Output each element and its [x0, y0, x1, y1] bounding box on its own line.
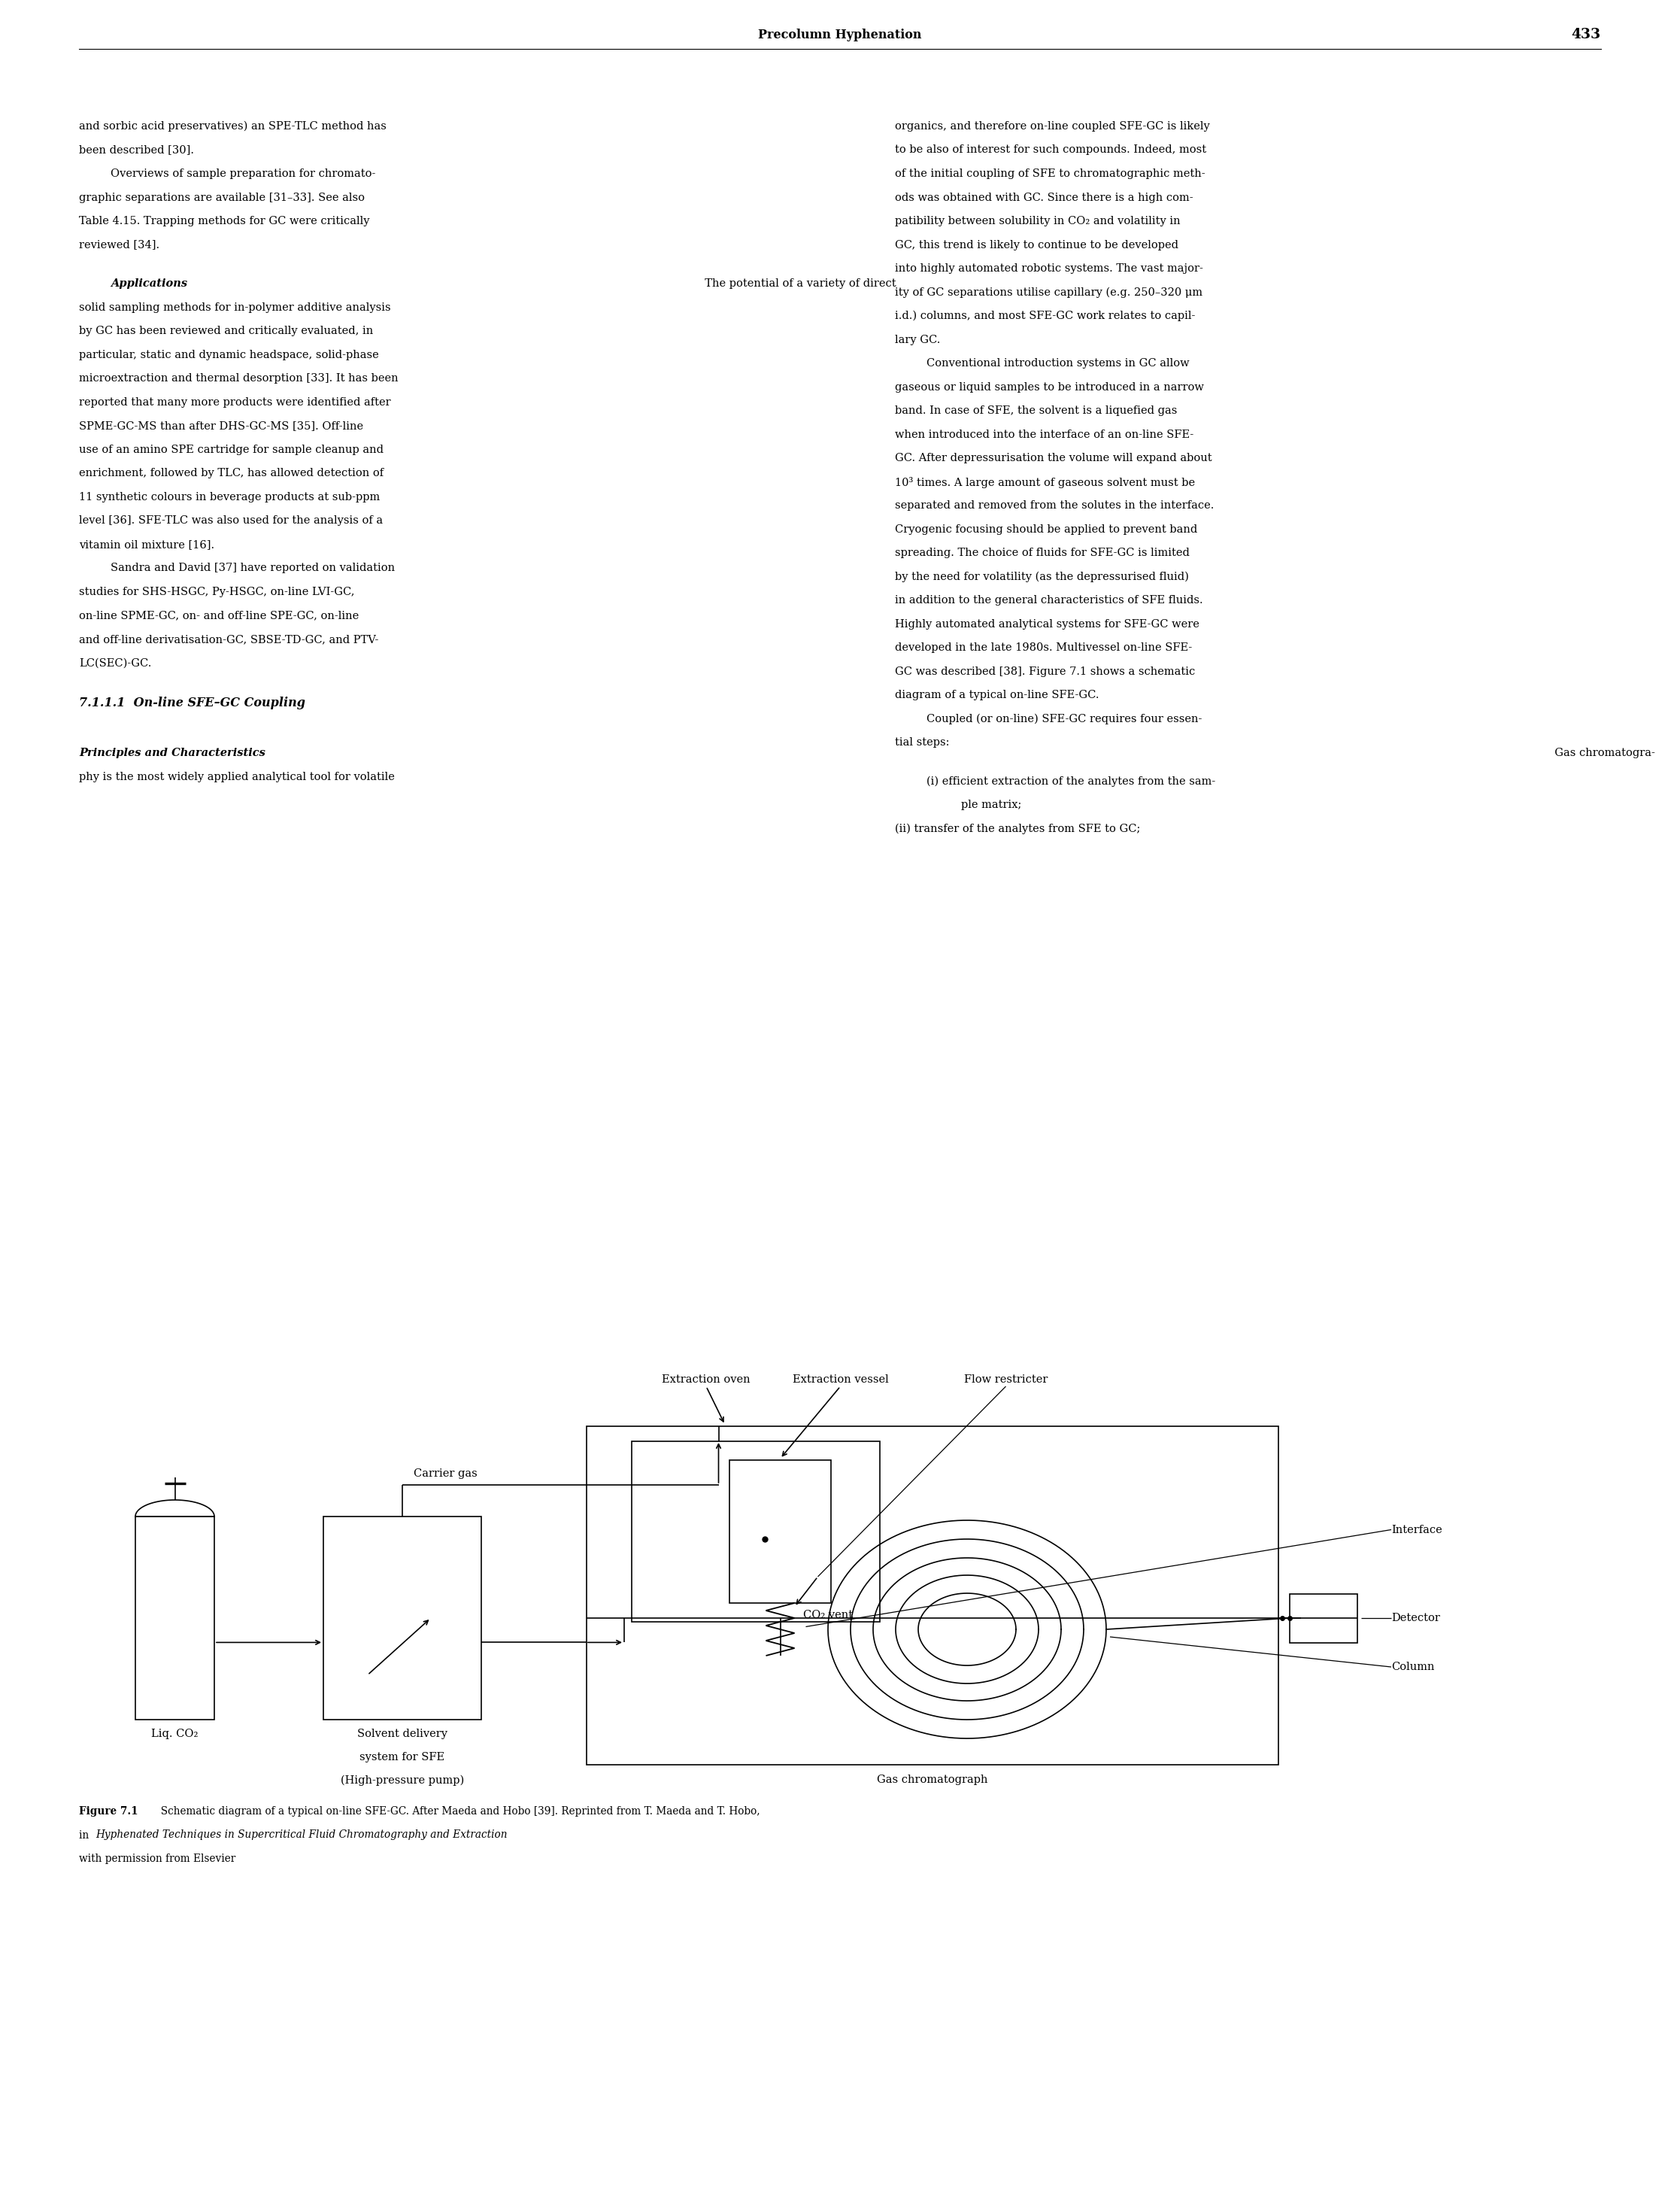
Text: when introduced into the interface of an on-line SFE-: when introduced into the interface of an…: [895, 428, 1193, 439]
Text: Table 4.15. Trapping methods for GC were critically: Table 4.15. Trapping methods for GC were…: [79, 216, 370, 227]
Text: ods was obtained with GC. Since there is a high com-: ods was obtained with GC. Since there is…: [895, 192, 1193, 203]
Text: Coupled (or on-line) SFE-GC requires four essen-: Coupled (or on-line) SFE-GC requires fou…: [926, 713, 1201, 724]
Text: in addition to the general characteristics of SFE fluids.: in addition to the general characteristi…: [895, 595, 1203, 606]
Text: reviewed [34].: reviewed [34].: [79, 240, 160, 249]
Text: microextraction and thermal desorption [33]. It has been: microextraction and thermal desorption […: [79, 374, 398, 385]
Text: 433: 433: [1571, 28, 1601, 42]
Text: Highly automated analytical systems for SFE-GC were: Highly automated analytical systems for …: [895, 619, 1200, 630]
Text: 10³ times. A large amount of gaseous solvent must be: 10³ times. A large amount of gaseous sol…: [895, 477, 1194, 487]
Text: to be also of interest for such compounds. Indeed, most: to be also of interest for such compound…: [895, 144, 1206, 155]
Text: solid sampling methods for in-polymer additive analysis: solid sampling methods for in-polymer ad…: [79, 302, 391, 313]
Text: 11 synthetic colours in beverage products at sub-ppm: 11 synthetic colours in beverage product…: [79, 492, 380, 503]
Text: SPME-GC-MS than after DHS-GC-MS [35]. Off-line: SPME-GC-MS than after DHS-GC-MS [35]. Of…: [79, 422, 363, 431]
Bar: [632, 1441, 880, 1622]
Text: enrichment, followed by TLC, has allowed detection of: enrichment, followed by TLC, has allowed…: [79, 468, 383, 479]
Text: 7.1.1.1  On-line SFE–GC Coupling: 7.1.1.1 On-line SFE–GC Coupling: [79, 697, 306, 710]
Text: patibility between solubility in CO₂ and volatility in: patibility between solubility in CO₂ and…: [895, 216, 1181, 227]
Text: on-line SPME-GC, on- and off-line SPE-GC, on-line: on-line SPME-GC, on- and off-line SPE-GC…: [79, 610, 360, 621]
Text: Interface: Interface: [1391, 1524, 1441, 1535]
Text: Column: Column: [1391, 1661, 1435, 1672]
Text: i.d.) columns, and most SFE-GC work relates to capil-: i.d.) columns, and most SFE-GC work rela…: [895, 310, 1194, 321]
Text: phy is the most widely applied analytical tool for volatile: phy is the most widely applied analytica…: [79, 772, 395, 783]
Text: developed in the late 1980s. Multivessel on-line SFE-: developed in the late 1980s. Multivessel…: [895, 643, 1193, 654]
Text: GC was described [38]. Figure 7.1 shows a schematic: GC was described [38]. Figure 7.1 shows …: [895, 667, 1194, 678]
Text: with permission from Elsevier: with permission from Elsevier: [79, 1854, 235, 1865]
Text: Hyphenated Techniques in Supercritical Fluid Chromatography and Extraction: Hyphenated Techniques in Supercritical F…: [96, 1830, 507, 1841]
Text: Extraction oven: Extraction oven: [662, 1375, 751, 1386]
Text: studies for SHS-HSGC, Py-HSGC, on-line LVI-GC,: studies for SHS-HSGC, Py-HSGC, on-line L…: [79, 586, 354, 597]
Bar: [729, 1460, 832, 1602]
Text: Conventional introduction systems in GC allow: Conventional introduction systems in GC …: [926, 359, 1189, 369]
Bar: [323, 1517, 480, 1720]
Text: GC. After depressurisation the volume will expand about: GC. After depressurisation the volume wi…: [895, 453, 1211, 463]
Text: lary GC.: lary GC.: [895, 334, 941, 345]
Text: gaseous or liquid samples to be introduced in a narrow: gaseous or liquid samples to be introduc…: [895, 383, 1205, 391]
Text: by GC has been reviewed and critically evaluated, in: by GC has been reviewed and critically e…: [79, 326, 373, 337]
Text: level [36]. SFE-TLC was also used for the analysis of a: level [36]. SFE-TLC was also used for th…: [79, 516, 383, 527]
Text: particular, static and dynamic headspace, solid-phase: particular, static and dynamic headspace…: [79, 350, 378, 361]
Text: vitamin oil mixture [16].: vitamin oil mixture [16].: [79, 540, 215, 551]
Text: diagram of a typical on-line SFE-GC.: diagram of a typical on-line SFE-GC.: [895, 691, 1099, 700]
Bar: [1290, 1594, 1357, 1642]
Text: Applications: Applications: [111, 278, 188, 289]
Text: (i) efficient extraction of the analytes from the sam-: (i) efficient extraction of the analytes…: [926, 776, 1215, 787]
Text: Extraction vessel: Extraction vessel: [793, 1375, 889, 1386]
Text: (High-pressure pump): (High-pressure pump): [341, 1775, 464, 1786]
Text: in: in: [79, 1830, 92, 1841]
Text: into highly automated robotic systems. The vast major-: into highly automated robotic systems. T…: [895, 262, 1203, 273]
Text: separated and removed from the solutes in the interface.: separated and removed from the solutes i…: [895, 501, 1215, 512]
Text: GC, this trend is likely to continue to be developed: GC, this trend is likely to continue to …: [895, 240, 1178, 249]
Text: Detector: Detector: [1391, 1613, 1440, 1624]
Text: Liq. CO₂: Liq. CO₂: [151, 1729, 198, 1740]
Text: Gas chromatogra-: Gas chromatogra-: [1547, 748, 1655, 759]
Text: graphic separations are available [31–33]. See also: graphic separations are available [31–33…: [79, 192, 365, 203]
Text: been described [30].: been described [30].: [79, 144, 193, 155]
Text: The potential of a variety of direct: The potential of a variety of direct: [697, 278, 895, 289]
Text: tial steps:: tial steps:: [895, 737, 949, 748]
Text: Schematic diagram of a typical on-line SFE-GC. After Maeda and Hobo [39]. Reprin: Schematic diagram of a typical on-line S…: [155, 1806, 759, 1817]
Text: organics, and therefore on-line coupled SFE-GC is likely: organics, and therefore on-line coupled …: [895, 120, 1210, 131]
Text: use of an amino SPE cartridge for sample cleanup and: use of an amino SPE cartridge for sample…: [79, 444, 383, 455]
Text: Gas chromatograph: Gas chromatograph: [877, 1775, 988, 1786]
Text: Solvent delivery: Solvent delivery: [358, 1729, 447, 1740]
Text: of the initial coupling of SFE to chromatographic meth-: of the initial coupling of SFE to chroma…: [895, 168, 1205, 179]
Text: and off-line derivatisation-GC, SBSE-TD-GC, and PTV-: and off-line derivatisation-GC, SBSE-TD-…: [79, 634, 378, 645]
Text: Cryogenic focusing should be applied to prevent band: Cryogenic focusing should be applied to …: [895, 525, 1198, 533]
Text: Figure 7.1: Figure 7.1: [79, 1806, 138, 1817]
Text: by the need for volatility (as the depressurised fluid): by the need for volatility (as the depre…: [895, 571, 1189, 581]
Text: Sandra and David [37] have reported on validation: Sandra and David [37] have reported on v…: [111, 564, 395, 573]
Text: band. In case of SFE, the solvent is a liquefied gas: band. In case of SFE, the solvent is a l…: [895, 404, 1178, 415]
Text: Carrier gas: Carrier gas: [413, 1469, 477, 1480]
Text: reported that many more products were identified after: reported that many more products were id…: [79, 398, 391, 409]
Text: system for SFE: system for SFE: [360, 1751, 445, 1762]
Text: Principles and Characteristics: Principles and Characteristics: [79, 748, 265, 759]
Text: and sorbic acid preservatives) an SPE-TLC method has: and sorbic acid preservatives) an SPE-TL…: [79, 120, 386, 131]
Text: LC(SEC)-GC.: LC(SEC)-GC.: [79, 658, 151, 669]
Bar: [586, 1425, 1278, 1764]
Bar: [136, 1517, 215, 1720]
Text: Flow restricter: Flow restricter: [964, 1375, 1048, 1386]
Text: Overviews of sample preparation for chromato-: Overviews of sample preparation for chro…: [111, 168, 376, 179]
Text: ple matrix;: ple matrix;: [961, 800, 1021, 811]
Text: (ii) transfer of the analytes from SFE to GC;: (ii) transfer of the analytes from SFE t…: [895, 824, 1141, 835]
Text: spreading. The choice of fluids for SFE-GC is limited: spreading. The choice of fluids for SFE-…: [895, 549, 1189, 557]
Text: Precolumn Hyphenation: Precolumn Hyphenation: [758, 28, 922, 42]
Text: CO₂ vent: CO₂ vent: [803, 1609, 853, 1620]
Text: ity of GC separations utilise capillary (e.g. 250–320 μm: ity of GC separations utilise capillary …: [895, 286, 1203, 297]
